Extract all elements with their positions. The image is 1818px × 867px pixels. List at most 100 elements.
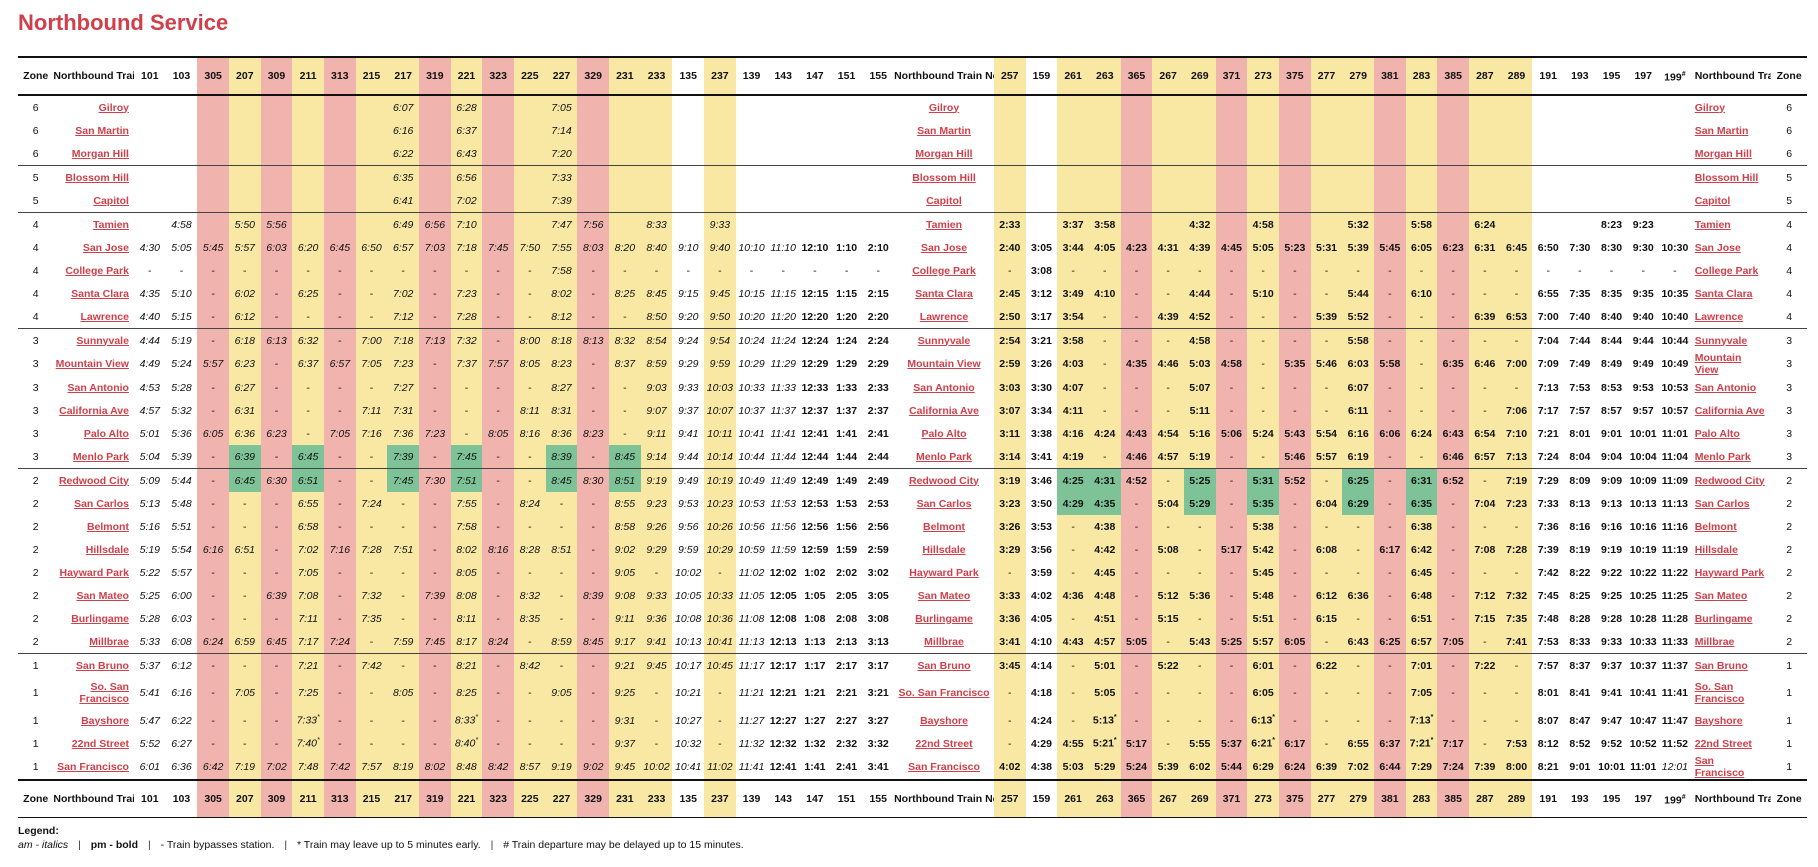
station-link[interactable]: Menlo Park <box>915 450 973 463</box>
station-link[interactable]: San Antonio <box>67 381 129 394</box>
station-link[interactable]: San Martin <box>917 124 971 137</box>
station-link[interactable]: San Jose <box>920 241 968 254</box>
station-link[interactable]: Tamien <box>53 212 134 236</box>
station-link[interactable]: Redwood City <box>894 468 994 492</box>
time-cell <box>640 189 673 213</box>
station-link[interactable]: Redwood City <box>53 468 134 492</box>
station-link[interactable]: Menlo Park <box>1694 450 1751 463</box>
station-link[interactable]: San Mateo <box>1694 589 1748 602</box>
station-link[interactable]: Sunnyvale <box>1690 328 1772 352</box>
station-link[interactable]: San Francisco <box>908 761 980 773</box>
station-link[interactable]: Gilroy <box>98 101 129 114</box>
station-link[interactable]: Capitol <box>926 194 962 207</box>
station-link[interactable]: Hayward Park <box>59 566 129 579</box>
station-link[interactable]: Morgan Hill <box>71 147 129 160</box>
station-link[interactable]: Burlingame <box>915 612 973 625</box>
station-link[interactable]: Belmont <box>86 520 129 533</box>
station-link[interactable]: College Park <box>912 264 976 277</box>
station-link[interactable]: Lawrence <box>1694 310 1744 323</box>
time-cell: - <box>260 305 293 329</box>
station-link[interactable]: San Jose <box>1694 241 1741 254</box>
time-cell: 2:41 <box>836 761 858 773</box>
station-link[interactable]: San Francisco <box>1694 755 1745 779</box>
time-cell: 8:25 <box>609 282 641 305</box>
time-cell: 12:56 <box>801 520 829 533</box>
station-link[interactable]: Tamien <box>894 212 994 236</box>
station-link[interactable]: Blossom Hill <box>1690 165 1772 189</box>
station-link[interactable]: Hillsdale <box>922 543 966 556</box>
station-link[interactable]: 22nd Street <box>71 737 129 750</box>
station-link[interactable]: Hayward Park <box>909 566 979 579</box>
station-link[interactable]: Millbrae <box>1694 635 1735 648</box>
station-link[interactable]: San Bruno <box>1690 653 1772 677</box>
station-link[interactable]: Morgan Hill <box>915 147 973 160</box>
time-cell: - <box>260 653 293 677</box>
station-link[interactable]: Hillsdale <box>1694 543 1738 556</box>
station-link[interactable]: Belmont <box>923 520 965 533</box>
time-cell: - <box>355 282 388 305</box>
station-link[interactable]: 22nd Street <box>1694 737 1752 750</box>
station-link[interactable]: San Carlos <box>1694 497 1750 510</box>
station-link[interactable]: Palo Alto <box>83 427 129 440</box>
station-link[interactable]: California Ave <box>1694 404 1765 417</box>
station-link[interactable]: San Bruno <box>894 653 994 677</box>
station-link[interactable]: Palo Alto <box>1694 427 1740 440</box>
station-link[interactable]: Bayshore <box>81 714 129 727</box>
station-link[interactable]: Bayshore <box>920 714 968 727</box>
station-link[interactable]: So. San Francisco <box>898 687 990 699</box>
station-link[interactable]: Burlingame <box>71 612 129 625</box>
station-link[interactable]: Sunnyvale <box>894 328 994 352</box>
station-link[interactable]: Belmont <box>1694 520 1737 533</box>
station-link[interactable]: Lawrence <box>80 310 129 323</box>
station-link[interactable]: Santa Clara <box>1694 287 1753 300</box>
station-link[interactable]: San Martin <box>1694 124 1749 137</box>
station-link[interactable]: Lawrence <box>919 310 969 323</box>
station-link[interactable]: Sunnyvale <box>53 328 134 352</box>
time-cell: 5:04 <box>1152 492 1184 515</box>
station-link[interactable]: San Antonio <box>1694 381 1757 394</box>
station-link[interactable]: Mountain View <box>907 358 981 370</box>
station-link[interactable]: California Ave <box>909 404 979 417</box>
station-link[interactable]: Millbrae <box>89 635 129 648</box>
station-link[interactable]: San Martin <box>75 124 129 137</box>
station-link[interactable]: San Bruno <box>53 653 134 677</box>
station-link[interactable]: Redwood City <box>1690 468 1772 492</box>
station-link[interactable]: San Francisco <box>57 761 129 773</box>
station-link[interactable]: So. San Francisco <box>79 681 129 705</box>
station-link[interactable]: Gilroy <box>1694 101 1726 114</box>
time-cell: - <box>545 492 578 515</box>
station-link[interactable]: Hillsdale <box>85 543 129 556</box>
station-link[interactable]: Burlingame <box>1694 612 1753 625</box>
station-link[interactable]: San Mateo <box>76 589 129 602</box>
station-link[interactable]: Millbrae <box>924 635 964 648</box>
station-link[interactable]: Blossom Hill <box>53 165 134 189</box>
time-cell: - <box>1437 515 1470 538</box>
station-link[interactable]: College Park <box>65 264 129 277</box>
station-link[interactable]: San Jose <box>82 241 129 254</box>
station-link[interactable]: Capitol <box>93 194 129 207</box>
station-link[interactable]: Santa Clara <box>915 287 973 300</box>
station-link[interactable]: Mountain View <box>1694 352 1742 376</box>
station-link[interactable]: Morgan Hill <box>1694 147 1752 160</box>
station-link[interactable]: Santa Clara <box>71 287 129 300</box>
station-link[interactable]: Tamien <box>1690 212 1772 236</box>
footer-train-313: 313 <box>323 779 356 818</box>
station-link[interactable]: Palo Alto <box>921 427 967 440</box>
station-link[interactable]: California Ave <box>59 404 129 417</box>
train-143: 143 <box>767 56 800 96</box>
station-link[interactable]: San Antonio <box>913 381 975 394</box>
station-link[interactable]: Capitol <box>1694 194 1731 207</box>
station-link[interactable]: Hayward Park <box>1694 566 1765 579</box>
station-link[interactable]: San Carlos <box>74 497 129 510</box>
station-link[interactable]: 22nd Street <box>915 737 973 750</box>
station-link[interactable]: San Carlos <box>916 497 972 510</box>
station-link[interactable]: College Park <box>1694 264 1759 277</box>
time-cell: - <box>1500 376 1533 399</box>
station-link[interactable]: Mountain View <box>55 358 129 370</box>
station-link[interactable]: Bayshore <box>1694 714 1743 727</box>
station-link[interactable]: Menlo Park <box>72 450 129 463</box>
station-link[interactable]: San Mateo <box>917 589 971 602</box>
station-link[interactable]: Blossom Hill <box>894 165 994 189</box>
station-link[interactable]: Gilroy <box>928 101 960 114</box>
station-link[interactable]: So. San Francisco <box>1694 681 1745 705</box>
